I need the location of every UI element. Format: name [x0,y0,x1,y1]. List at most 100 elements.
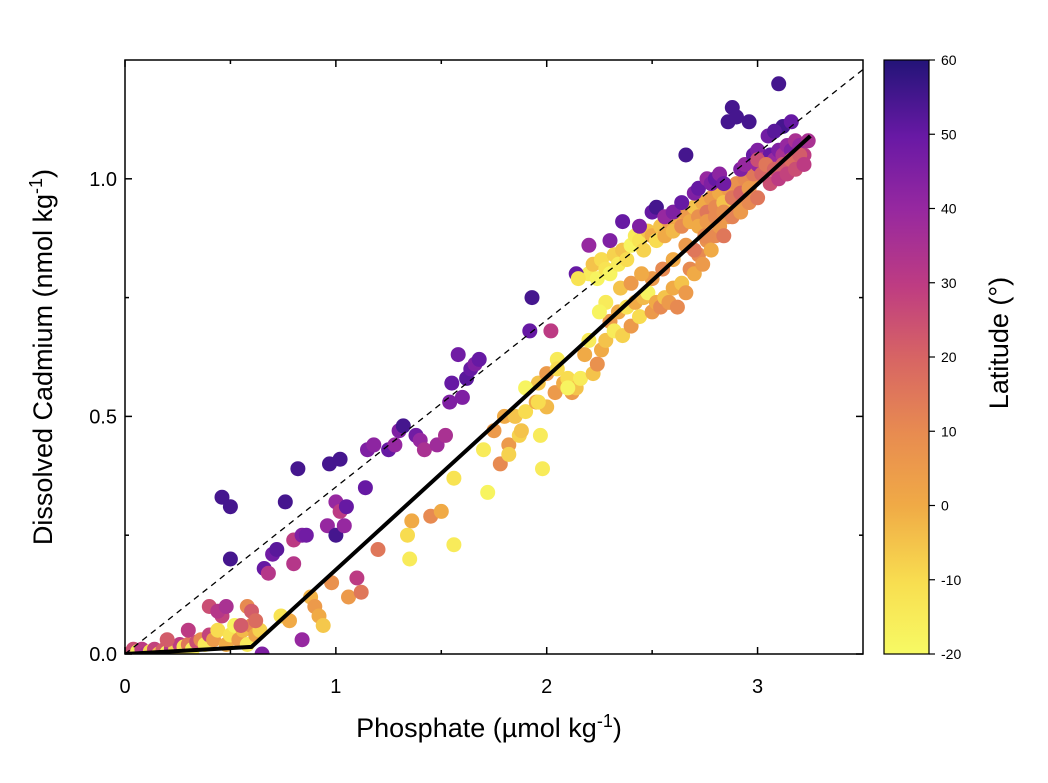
data-point [716,176,732,192]
data-point [678,147,694,163]
axis-layer: 0 1 2 3 0.0 0.5 1.0 [89,60,863,698]
colorbar [883,59,930,655]
colorbar-tick-label: 40 [941,201,957,217]
data-point [532,427,548,443]
x-tick-label: 1 [330,676,341,698]
y-tick-label: 1.0 [89,169,117,191]
data-point [560,380,576,396]
data-point [433,503,449,519]
colorbar-tick-label: 30 [941,275,957,291]
data-point [298,527,314,543]
data-point [438,427,453,443]
data-point [180,622,196,638]
reference-line [125,68,863,654]
data-point [446,537,462,553]
data-point [387,437,403,453]
data-point [518,404,534,420]
data-point [248,613,264,629]
data-point [254,646,270,654]
colorbar-tick-label: 50 [941,126,957,142]
data-point [796,157,812,172]
data-point [416,442,432,458]
data-point [370,542,386,557]
colorbar-tick-label: -20 [941,646,961,662]
data-point [577,347,593,363]
data-point [290,461,306,477]
data-point [480,484,496,500]
data-point [357,480,373,496]
data-point [159,632,175,648]
colorbar-tick-label: 0 [941,498,949,514]
y-tick-label: 0.0 [89,644,117,666]
data-point [260,565,276,581]
data-point [444,375,460,391]
data-point [741,114,757,130]
data-point [766,123,782,139]
data-point [404,513,420,529]
data-point [581,237,597,253]
fit-line [125,134,812,654]
data-point [402,551,418,567]
data-point [222,551,238,567]
data-point [771,76,787,92]
colorbar-tick-label: 60 [941,52,957,68]
colorbar-tick-label: 10 [941,423,957,439]
data-point [400,527,415,543]
data-point [218,599,234,614]
x-tick-label: 2 [541,676,552,698]
data-point [513,423,529,439]
data-point [286,556,302,572]
data-point [589,356,605,372]
data-point [349,570,365,586]
y-axis-title: Dissolved Cadmium (nmol kg-1) [26,169,58,545]
colorbar-tick-label: -10 [941,572,961,588]
data-point [395,418,411,434]
y-tick-label: 0.5 [89,406,117,428]
data-point [619,252,635,268]
data-point [315,618,331,633]
data-point [446,470,462,486]
data-point [570,271,586,287]
data-point [669,299,685,315]
data-point [233,618,249,633]
data-point [336,518,352,534]
data-point [632,309,647,325]
data-point [353,584,369,600]
data-point [341,589,356,605]
data-point [338,499,354,515]
data-point [524,290,540,306]
data-point [783,114,799,130]
data-point [522,323,538,339]
x-axis-title: Phosphate (µmol kg-1) [356,711,622,743]
data-point [535,461,550,477]
data-point [615,214,631,230]
x-tick-label: 3 [752,676,763,698]
data-point [277,494,293,510]
data-point [210,622,226,638]
x-tick-label: 0 [119,676,130,698]
data-point [476,442,491,458]
data-point [454,389,470,405]
data-point [366,437,382,453]
data-point [442,394,458,410]
data-point [543,323,559,339]
data-point [294,632,310,648]
data-point [269,542,285,557]
data-point [501,446,517,462]
plot-frame [124,59,864,655]
colorbar-tick-label: 20 [941,349,957,365]
data-point [332,451,348,467]
data-point [573,370,588,386]
colorbar-title: Latitude (°) [984,277,1014,409]
data-point [634,266,650,282]
data-point [800,133,816,149]
data-point [591,304,607,320]
data-point [471,351,487,367]
data-point [450,347,466,363]
data-point [530,394,546,410]
data-point [623,275,639,291]
data-point [602,233,618,249]
data-point [729,109,744,125]
colorbar-ticks: -20 -10 0 10 20 30 40 50 60 [929,52,961,662]
